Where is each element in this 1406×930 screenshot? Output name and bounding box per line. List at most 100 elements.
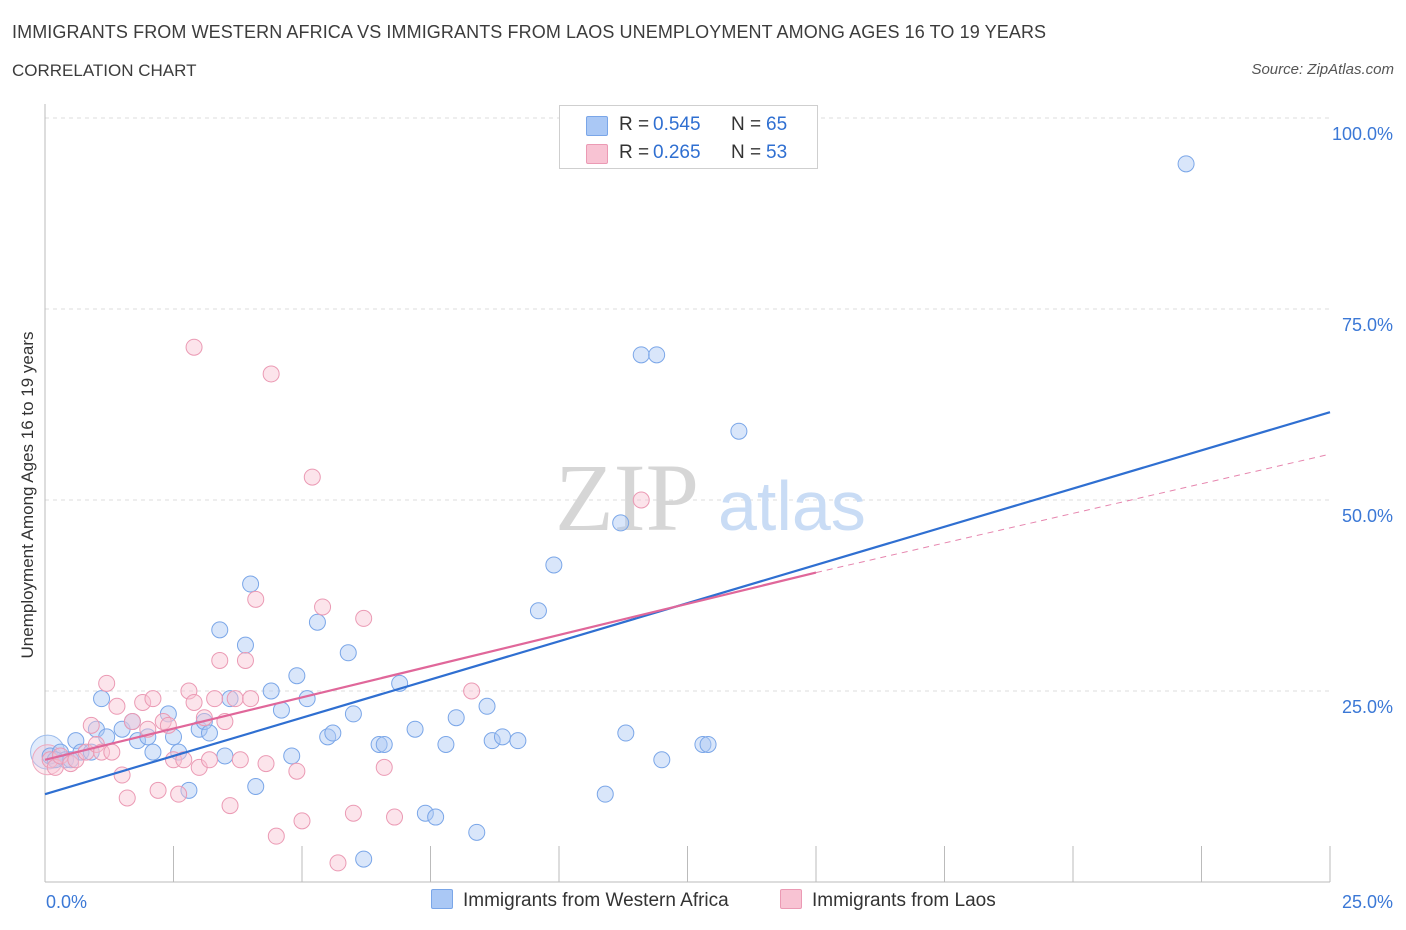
data-point-western-africa: [694, 735, 712, 753]
data-point-western-africa: [416, 804, 434, 822]
y-tick-label: 25.0%: [1342, 697, 1393, 717]
data-point-western-africa: [180, 781, 198, 799]
data-point-western-africa: [493, 728, 511, 746]
data-point-laos: [386, 808, 404, 826]
legend: R = 0.545 N = 65 R = 0.265 N = 53: [559, 105, 818, 169]
data-point-laos: [236, 651, 254, 669]
data-point-laos: [375, 758, 393, 776]
bottom-legend-swatch-western-africa: [431, 889, 453, 909]
data-point-western-africa: [545, 556, 563, 574]
watermark-zip: ZIP: [555, 444, 699, 551]
data-point-western-africa: [447, 709, 465, 727]
bottom-legend-western-africa: Immigrants from Western Africa: [431, 889, 729, 912]
data-point-western-africa: [236, 636, 254, 654]
data-point-laos: [293, 812, 311, 830]
legend-r-label: R =: [619, 142, 650, 163]
data-point-western-africa: [93, 690, 111, 708]
data-point-western-africa: [242, 575, 260, 593]
data-point-laos: [463, 682, 481, 700]
data-point-western-africa: [406, 720, 424, 738]
bottom-legend-swatch-laos: [780, 889, 802, 909]
legend-r-value-laos: 0.265: [653, 142, 701, 163]
legend-r-value-western-africa: 0.545: [653, 114, 701, 135]
chart-title: IMMIGRANTS FROM WESTERN AFRICA VS IMMIGR…: [12, 22, 1047, 42]
data-point-western-africa: [355, 850, 373, 868]
legend-n-value-laos: 53: [766, 142, 788, 163]
data-point-laos: [98, 674, 116, 692]
y-axis-label: Unemployment Among Ages 16 to 19 years: [18, 332, 37, 659]
data-point-laos: [303, 468, 321, 486]
axes: [44, 104, 1331, 883]
data-point-western-africa: [247, 778, 265, 795]
data-point-western-africa: [468, 823, 486, 841]
data-point-laos: [288, 762, 306, 780]
grid-lines: [45, 117, 1330, 692]
data-point-western-africa: [529, 602, 547, 620]
data-point-western-africa: [221, 690, 239, 708]
data-point-laos: [267, 827, 285, 845]
data-point-western-africa: [262, 682, 280, 700]
data-point-laos: [103, 743, 121, 761]
data-point-western-africa: [144, 743, 162, 761]
data-point-western-africa: [648, 346, 666, 364]
legend-swatch-laos: [586, 144, 608, 164]
data-point-western-africa: [288, 667, 306, 685]
data-point-western-africa: [730, 422, 748, 440]
data-point-laos: [329, 854, 347, 872]
x-tick-label: 25.0%: [1342, 892, 1393, 912]
data-point-western-africa: [62, 751, 80, 769]
data-point-western-africa: [596, 785, 614, 803]
data-point-laos: [226, 690, 244, 708]
legend-r-label: R =: [619, 114, 650, 135]
data-point-laos: [221, 797, 239, 815]
data-point-western-africa: [632, 346, 650, 364]
data-point-western-africa: [653, 751, 671, 769]
data-point-laos: [314, 598, 332, 616]
trend-lines: [44, 411, 1331, 796]
data-point-western-africa: [617, 724, 635, 742]
chart-subtitle: CORRELATION CHART: [12, 61, 197, 80]
data-point-western-africa: [211, 621, 229, 639]
data-point-western-africa: [200, 724, 218, 742]
watermark: ZIP atlas: [555, 444, 866, 551]
data-point-laos: [262, 365, 280, 383]
data-point-western-africa: [612, 514, 630, 532]
data-point-laos: [632, 491, 650, 509]
data-point-laos: [170, 785, 188, 803]
data-point-laos: [144, 690, 162, 708]
y-tick-label: 50.0%: [1342, 506, 1393, 526]
data-point-western-africa: [427, 808, 445, 826]
data-point-western-africa: [478, 697, 496, 715]
data-point-western-africa: [375, 735, 393, 753]
data-point-laos: [257, 755, 275, 773]
x-tick-label: 0.0%: [46, 892, 87, 912]
data-point-laos: [149, 781, 167, 799]
source-label: Source: ZipAtlas.com: [1251, 61, 1394, 78]
data-point-western-africa: [283, 747, 301, 765]
data-point-western-africa: [699, 735, 717, 753]
data-point-laos: [118, 789, 136, 807]
data-point-laos: [185, 338, 203, 356]
data-point-laos: [108, 697, 126, 715]
data-point-western-africa: [344, 705, 362, 723]
data-points: [30, 155, 1195, 872]
legend-n-value-western-africa: 65: [766, 114, 788, 135]
data-point-laos: [200, 751, 218, 769]
data-point-laos: [206, 690, 224, 708]
tick-labels: 25.0% 50.0% 75.0% 100.0% 0.0% 25.0%: [46, 124, 1393, 912]
data-point-western-africa: [308, 613, 326, 631]
bottom-legend-label-western-africa: Immigrants from Western Africa: [463, 890, 729, 911]
legend-n-label: N =: [731, 142, 762, 163]
data-point-laos: [185, 693, 203, 711]
bottom-legend-laos: Immigrants from Laos: [780, 889, 996, 912]
bottom-legend-label-laos: Immigrants from Laos: [812, 890, 996, 911]
data-point-laos: [231, 751, 249, 769]
legend-n-label: N =: [731, 114, 762, 135]
y-tick-label: 100.0%: [1332, 124, 1393, 144]
data-point-western-africa: [509, 732, 527, 750]
data-point-western-africa: [324, 724, 342, 742]
data-point-laos: [355, 609, 373, 627]
data-point-laos: [123, 713, 141, 731]
data-point-laos: [211, 651, 229, 669]
